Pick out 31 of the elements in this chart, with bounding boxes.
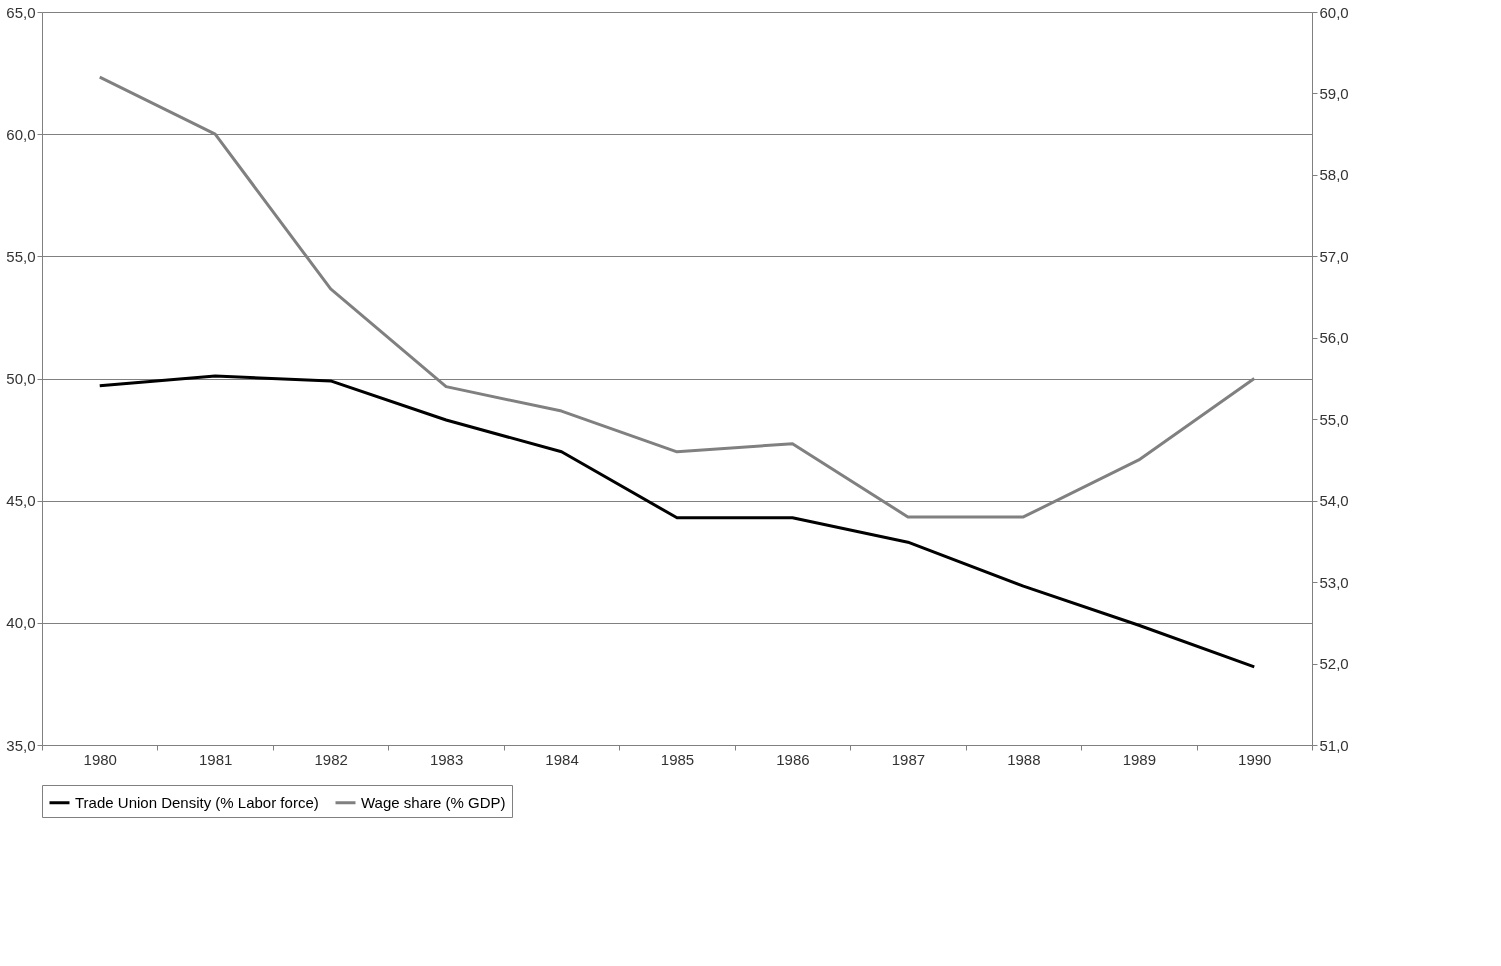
y2-tick-label: 60,0 bbox=[1319, 3, 1349, 21]
y2-tick-label: 59,0 bbox=[1319, 84, 1349, 102]
y2-tick-label: 51,0 bbox=[1319, 736, 1349, 754]
x-tick-label: 1986 bbox=[776, 750, 810, 768]
y2-tick-label: 57,0 bbox=[1319, 247, 1349, 265]
y2-tick-label: 54,0 bbox=[1319, 492, 1349, 510]
y2-tick-label: 58,0 bbox=[1319, 166, 1349, 184]
y2-tick-label: 55,0 bbox=[1319, 410, 1349, 428]
y-tick-label: 40,0 bbox=[6, 614, 36, 632]
x-tick-label: 1985 bbox=[660, 750, 695, 768]
y2-tick-label: 56,0 bbox=[1319, 329, 1349, 347]
y-tick-label: 55,0 bbox=[6, 247, 36, 265]
y-tick-label: 50,0 bbox=[6, 370, 36, 387]
legend-label: Trade Union Density (% Labor force) bbox=[75, 793, 319, 811]
y-tick-label: 65,0 bbox=[6, 3, 36, 21]
y2-tick-label: 52,0 bbox=[1319, 655, 1349, 673]
line-series bbox=[98, 374, 1256, 669]
x-tick-label: 1989 bbox=[1122, 750, 1157, 768]
y2-tick-label: 53,0 bbox=[1319, 573, 1349, 591]
x-tick-label: 1990 bbox=[1238, 750, 1272, 768]
x-tick-label: 1981 bbox=[198, 750, 233, 768]
legend-label: Wage share (% GDP) bbox=[361, 793, 506, 811]
x-tick-label: 1987 bbox=[891, 750, 926, 768]
y-tick-label: 60,0 bbox=[6, 125, 36, 143]
x-tick-label: 1983 bbox=[429, 750, 464, 768]
x-tick-label: 1982 bbox=[314, 750, 348, 768]
x-tick-label: 1984 bbox=[545, 750, 579, 768]
y-tick-label: 35,0 bbox=[6, 736, 36, 754]
x-tick-label: 1980 bbox=[83, 750, 117, 768]
y-tick-label: 45,0 bbox=[6, 492, 36, 510]
x-tick-label: 1988 bbox=[1007, 750, 1041, 768]
